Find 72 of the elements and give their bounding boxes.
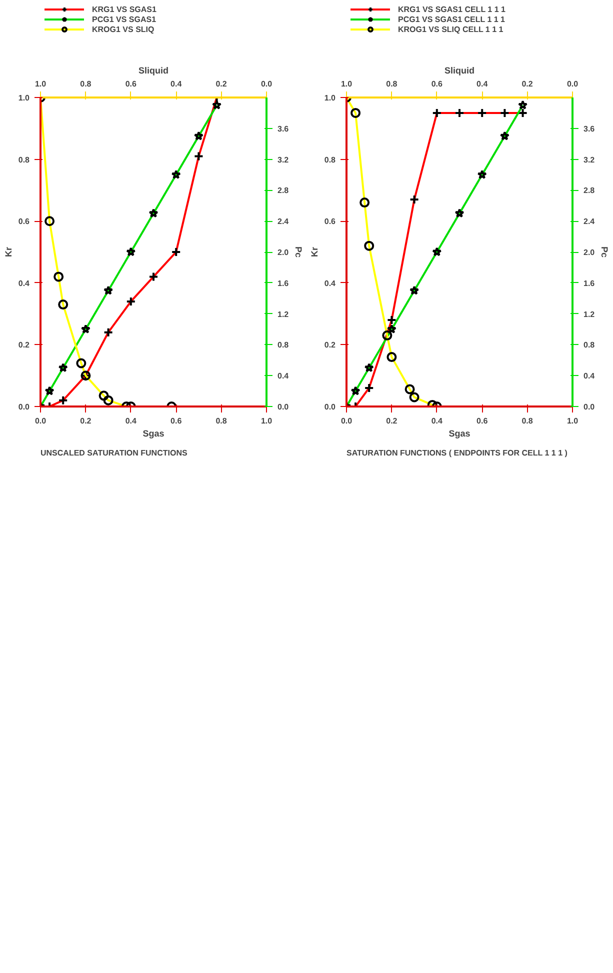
y2-tick-label: 0.0 <box>278 402 290 412</box>
x-tick-label: 1.0 <box>566 416 579 426</box>
y-tick-label: 0.2 <box>324 340 336 350</box>
legend-label: PCG1 VS SGAS1 <box>92 14 156 24</box>
y2-tick-label: 1.6 <box>278 278 290 288</box>
legend-label: PCG1 VS SGAS1 CELL 1 1 1 <box>398 14 506 24</box>
x2-tick-label: 0.4 <box>476 80 488 88</box>
y-tick-label: 1.0 <box>18 94 30 102</box>
x2-tick-label: 1.0 <box>340 80 353 88</box>
y2-tick-label: 3.6 <box>584 124 596 134</box>
x-tick-label: 0.6 <box>476 416 488 426</box>
y-axis-title: Kr <box>3 246 14 257</box>
x2-tick-label: 0.6 <box>431 80 444 88</box>
y2-tick-label: 2.0 <box>584 248 596 257</box>
x2-tick-label: 0.6 <box>125 80 138 88</box>
x2-tick-label: 0.2 <box>522 80 534 88</box>
x-tick-label: 0.0 <box>340 416 353 426</box>
legend-label: KROG1 VS SLIQ <box>92 24 154 34</box>
legend-label: KRG1 VS SGAS1 CELL 1 1 1 <box>398 4 506 14</box>
x-tick-label: 0.0 <box>34 416 47 426</box>
x2-tick-label: 0.0 <box>566 80 579 88</box>
y2-tick-label: 2.0 <box>278 248 290 257</box>
y2-tick-label: 1.6 <box>584 278 596 288</box>
x2-tick-label: 0.0 <box>260 80 273 88</box>
y2-tick-label: 0.4 <box>278 372 290 381</box>
x-tick-label: 1.0 <box>260 416 273 426</box>
y2-tick-label: 0.4 <box>584 372 596 381</box>
legend-label: KRG1 VS SGAS1 <box>92 4 156 14</box>
x-tick-label: 0.2 <box>386 416 398 426</box>
x-tick-label: 0.2 <box>80 416 92 426</box>
x-axis-title: Sgas <box>448 428 470 438</box>
legend-label: KROG1 VS SLIQ CELL 1 1 1 <box>398 24 504 34</box>
text: SATURATION FUNCTIONS ( ENDPOINTS FOR CELL 1 1 1 ) <box>346 448 568 458</box>
y2-tick-label: 1.2 <box>584 310 596 319</box>
y-tick-label: 0.2 <box>18 340 30 350</box>
y-tick-label: 0.4 <box>324 278 336 288</box>
y-tick-label: 1.0 <box>324 94 336 102</box>
y2-tick-label: 0.8 <box>278 340 290 350</box>
y-tick-label: 0.8 <box>324 155 336 164</box>
y2-tick-label: 3.6 <box>278 124 290 134</box>
x-tick-label: 0.4 <box>431 416 444 426</box>
y-tick-label: 0.0 <box>18 402 30 412</box>
y2-axis-title: Pc <box>294 246 304 258</box>
x2-tick-label: 1.0 <box>34 80 47 88</box>
y2-tick-label: 2.4 <box>278 217 290 226</box>
y2-tick-label: 3.2 <box>278 155 290 164</box>
y2-tick-label: 2.8 <box>584 186 596 196</box>
x-tick-label: 0.4 <box>125 416 138 426</box>
x-tick-label: 0.8 <box>522 416 534 426</box>
x-tick-label: 0.8 <box>216 416 228 426</box>
x2-tick-label: 0.8 <box>80 80 92 88</box>
y-tick-label: 0.4 <box>18 278 30 288</box>
y2-tick-label: 2.4 <box>584 217 596 226</box>
y-tick-label: 0.8 <box>18 155 30 164</box>
x2-tick-label: 0.2 <box>216 80 228 88</box>
text: UNSCALED SATURATION FUNCTIONS <box>40 448 188 458</box>
x2-tick-label: 0.4 <box>170 80 182 88</box>
y2-tick-label: 3.2 <box>584 155 596 164</box>
y2-tick-label: 2.8 <box>278 186 290 196</box>
y2-tick-label: 0.0 <box>584 402 596 412</box>
x2-tick-label: 0.8 <box>386 80 398 88</box>
y-tick-label: 0.6 <box>324 217 336 226</box>
y2-tick-label: 1.2 <box>278 310 290 319</box>
x-axis-title: Sgas <box>142 428 164 438</box>
y-tick-label: 0.0 <box>324 402 336 412</box>
y2-tick-label: 0.8 <box>584 340 596 350</box>
y-axis-title: Kr <box>309 246 320 257</box>
y2-axis-title: Pc <box>600 246 610 258</box>
y-tick-label: 0.6 <box>18 217 30 226</box>
x2-axis-title: Sliquid <box>444 66 474 76</box>
x-tick-label: 0.6 <box>170 416 182 426</box>
x2-axis-title: Sliquid <box>138 66 168 76</box>
